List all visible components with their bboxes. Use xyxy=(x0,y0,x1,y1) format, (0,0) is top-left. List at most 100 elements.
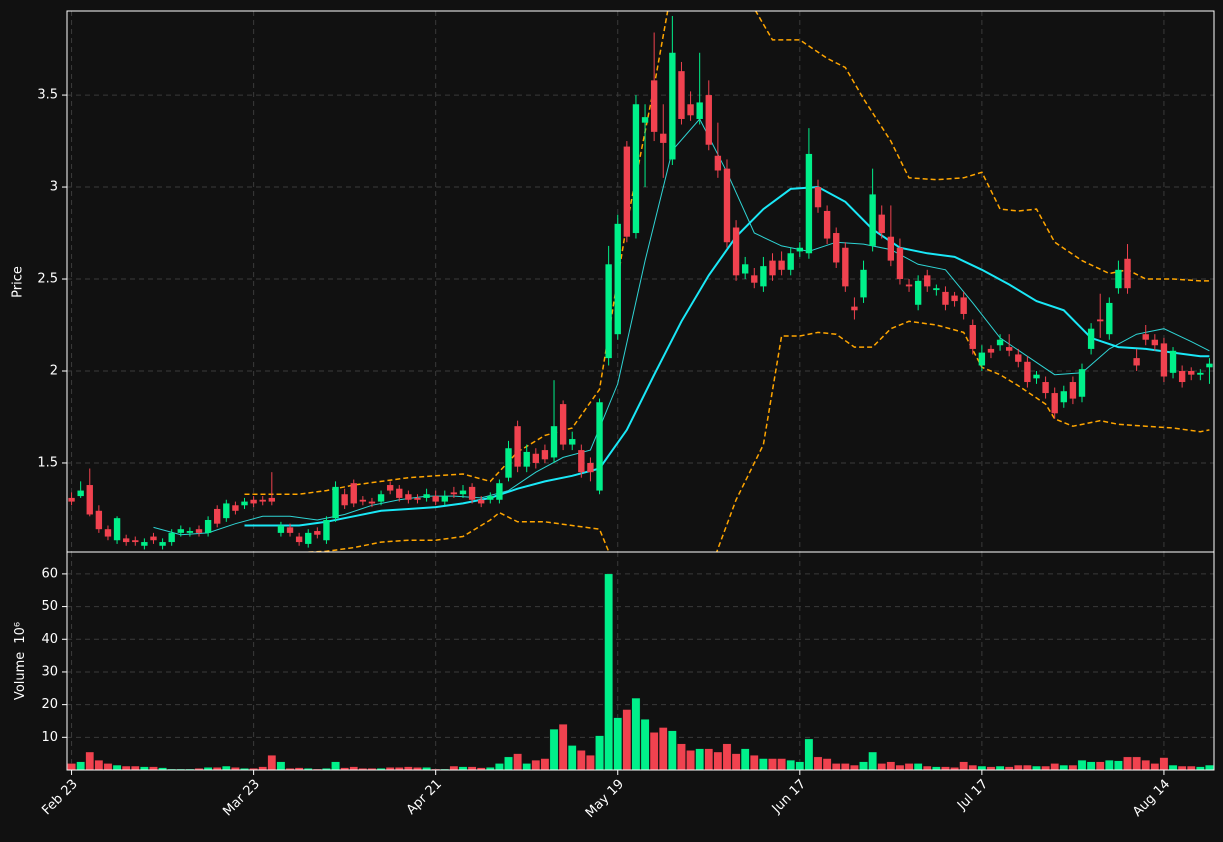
candle-body xyxy=(478,499,485,504)
volume-grid xyxy=(67,552,1214,770)
candle-body xyxy=(896,247,904,280)
indicator-line xyxy=(153,118,1210,536)
candle-body xyxy=(933,288,940,291)
volume-bar xyxy=(1068,764,1078,771)
indicator-line xyxy=(293,320,1210,552)
candle-body xyxy=(714,155,722,171)
candle-body xyxy=(414,497,421,500)
volume-bar xyxy=(822,758,832,771)
volume-bar xyxy=(1150,763,1160,771)
candle-body xyxy=(277,525,285,533)
volume-bar xyxy=(759,758,768,771)
candle-body xyxy=(660,133,667,143)
y-tick-label: 2.5 xyxy=(37,272,58,287)
price-marks xyxy=(68,11,1213,552)
candle-body xyxy=(951,295,958,302)
volume-bar xyxy=(1168,764,1178,771)
volume-bar xyxy=(722,743,732,771)
candle-body xyxy=(1197,372,1204,375)
candle-body xyxy=(314,531,321,535)
candle-body xyxy=(341,494,348,506)
y-tick-label: 30 xyxy=(41,664,58,679)
y-tick-label: 3 xyxy=(50,180,58,195)
candle-body xyxy=(305,532,312,544)
volume-bar xyxy=(85,751,95,771)
volume-bar xyxy=(977,765,987,771)
candle-body xyxy=(468,486,476,500)
candle-body xyxy=(860,269,867,298)
candle-body xyxy=(195,529,203,533)
candle-body xyxy=(1024,361,1031,383)
volume-bar xyxy=(659,727,668,771)
volume-bar xyxy=(495,763,504,771)
volume-bar xyxy=(786,760,795,771)
candle-body xyxy=(1151,339,1159,346)
volume-bar xyxy=(121,765,131,771)
candle-body xyxy=(723,168,731,243)
volume-scale: 10⁶ xyxy=(13,622,28,644)
volume-bar xyxy=(131,765,140,771)
candle-body xyxy=(678,71,685,119)
candle-body xyxy=(405,494,412,500)
candle-body xyxy=(132,540,139,543)
candle-body xyxy=(641,117,649,123)
candle-body xyxy=(423,494,430,498)
candle-body xyxy=(869,194,876,246)
volume-bar xyxy=(1032,765,1041,771)
volume-bar xyxy=(613,717,622,771)
candle-body xyxy=(122,538,130,543)
candle-body xyxy=(350,483,357,504)
candle-body xyxy=(77,490,84,497)
candle-body xyxy=(214,508,221,524)
candle-body xyxy=(250,499,257,504)
volume-bar xyxy=(686,750,695,771)
volume-bar xyxy=(868,751,877,771)
candle-body xyxy=(814,187,822,208)
candle-body xyxy=(541,450,549,460)
candle-body xyxy=(1097,319,1104,322)
candle-body xyxy=(632,104,640,234)
candle-body xyxy=(1178,370,1186,383)
volume-bar xyxy=(513,753,522,771)
candle-body xyxy=(978,352,986,366)
volume-bar xyxy=(540,758,550,771)
volume-bar xyxy=(768,758,777,771)
candle-body xyxy=(68,497,75,502)
volume-bar xyxy=(886,761,896,771)
candle-body xyxy=(359,499,367,502)
candle-body xyxy=(1133,358,1140,366)
volume-bar xyxy=(959,761,968,771)
volume-bar xyxy=(804,738,814,771)
candle-body xyxy=(596,402,603,491)
y-tick-label: 20 xyxy=(41,697,58,712)
candle-body xyxy=(259,499,266,502)
candle-body xyxy=(1206,363,1213,368)
volume-bar xyxy=(222,765,231,771)
candle-body xyxy=(332,486,339,519)
volume-bar xyxy=(103,763,113,771)
candle-body xyxy=(223,503,230,519)
volume-bar xyxy=(76,761,85,771)
candle-body xyxy=(614,223,621,335)
candle-body xyxy=(669,52,676,160)
candle-body xyxy=(924,275,931,287)
candle-body xyxy=(177,529,184,533)
candle-body xyxy=(887,236,895,261)
candle-body xyxy=(842,247,849,287)
volume-bar xyxy=(640,719,650,771)
volume-bar xyxy=(995,765,1005,771)
candle-body xyxy=(751,275,758,283)
candle-body xyxy=(996,339,1004,346)
candle-body xyxy=(778,260,785,270)
candle-body xyxy=(150,536,157,541)
volume-bar xyxy=(841,763,850,771)
volume-bar xyxy=(813,756,823,771)
candle-body xyxy=(605,264,612,359)
candle-body xyxy=(878,214,885,234)
y-tick-label: 40 xyxy=(41,632,58,647)
candle-body xyxy=(377,494,385,502)
volume-bar xyxy=(859,761,868,771)
volume-bar xyxy=(704,748,714,771)
volume-bar xyxy=(877,763,886,771)
